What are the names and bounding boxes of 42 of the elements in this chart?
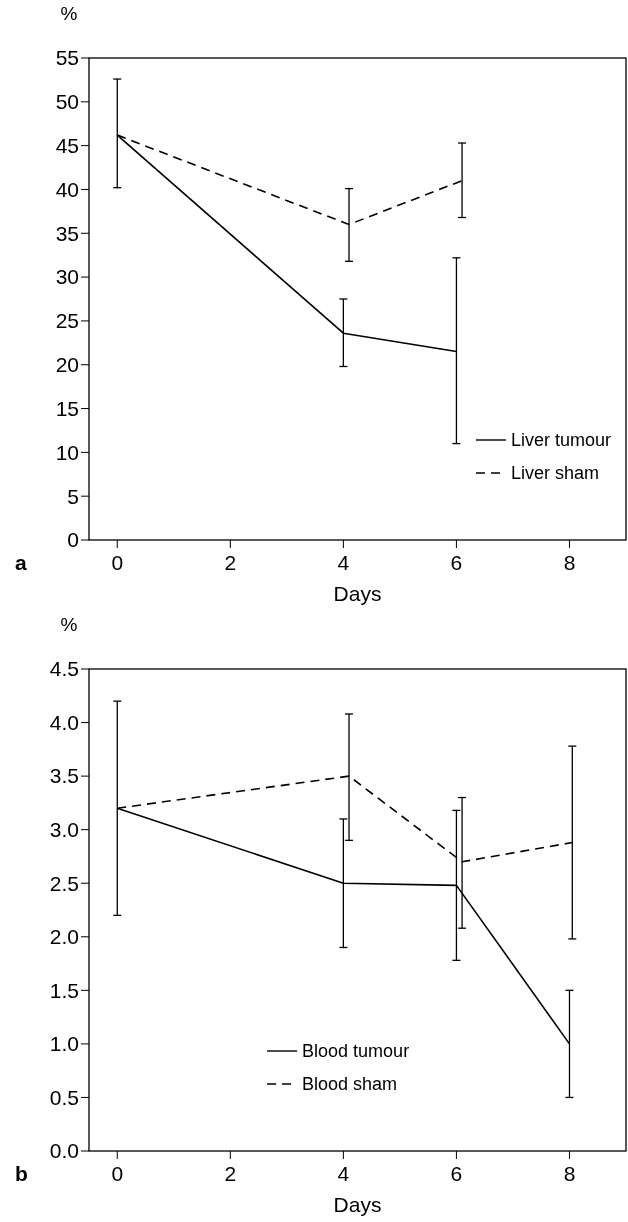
text: a [15,551,27,574]
legend-label: Blood tumour [302,1041,410,1062]
y-tick-label: 20 [55,353,79,377]
x-tick-label: 0 [111,1162,124,1185]
y-tick-label: 0.5 [49,1085,79,1109]
y-tick-label: 50 [55,90,79,114]
y-tick-label: 1.5 [49,978,79,1002]
y-tick-label: 5 [67,484,79,508]
y-axis-title: % [60,614,78,635]
legend-label: Liver tumour [511,430,612,451]
y-tick-label: 3.0 [49,818,79,842]
x-axis-title: Days [333,582,382,605]
y-axis-title: % [60,3,78,24]
y-tick-label: 2.5 [49,871,79,895]
y-tick-label: 55 [55,46,79,70]
x-tick-label: 2 [224,1162,237,1185]
x-axis-title: Days [333,1193,382,1216]
y-tick-label: 2.0 [49,925,79,949]
legend-label: Blood sham [302,1074,398,1095]
y-tick-label: 30 [55,265,79,289]
text: b [15,1162,28,1185]
x-tick-label: 4 [337,551,350,574]
x-tick-label: 6 [450,1162,463,1185]
y-tick-label: 35 [55,221,79,245]
y-tick-label: 4.5 [49,657,79,681]
x-tick-label: 8 [563,551,576,574]
x-tick-label: 4 [337,1162,350,1185]
y-tick-label: 0 [67,528,79,552]
x-tick-label: 6 [450,551,463,574]
y-tick-label: 10 [55,440,79,464]
x-tick-label: 0 [111,551,124,574]
y-tick-label: 0.0 [49,1139,79,1163]
x-tick-label: 2 [224,551,237,574]
y-tick-label: 25 [55,309,79,333]
y-tick-label: 15 [55,396,79,420]
legend-label: Liver sham [511,463,600,484]
y-tick-label: 3.5 [49,764,79,788]
y-tick-label: 4.0 [49,710,79,734]
x-tick-label: 8 [563,1162,576,1185]
y-tick-label: 40 [55,177,79,201]
y-tick-label: 1.0 [49,1032,79,1056]
y-tick-label: 45 [55,133,79,157]
